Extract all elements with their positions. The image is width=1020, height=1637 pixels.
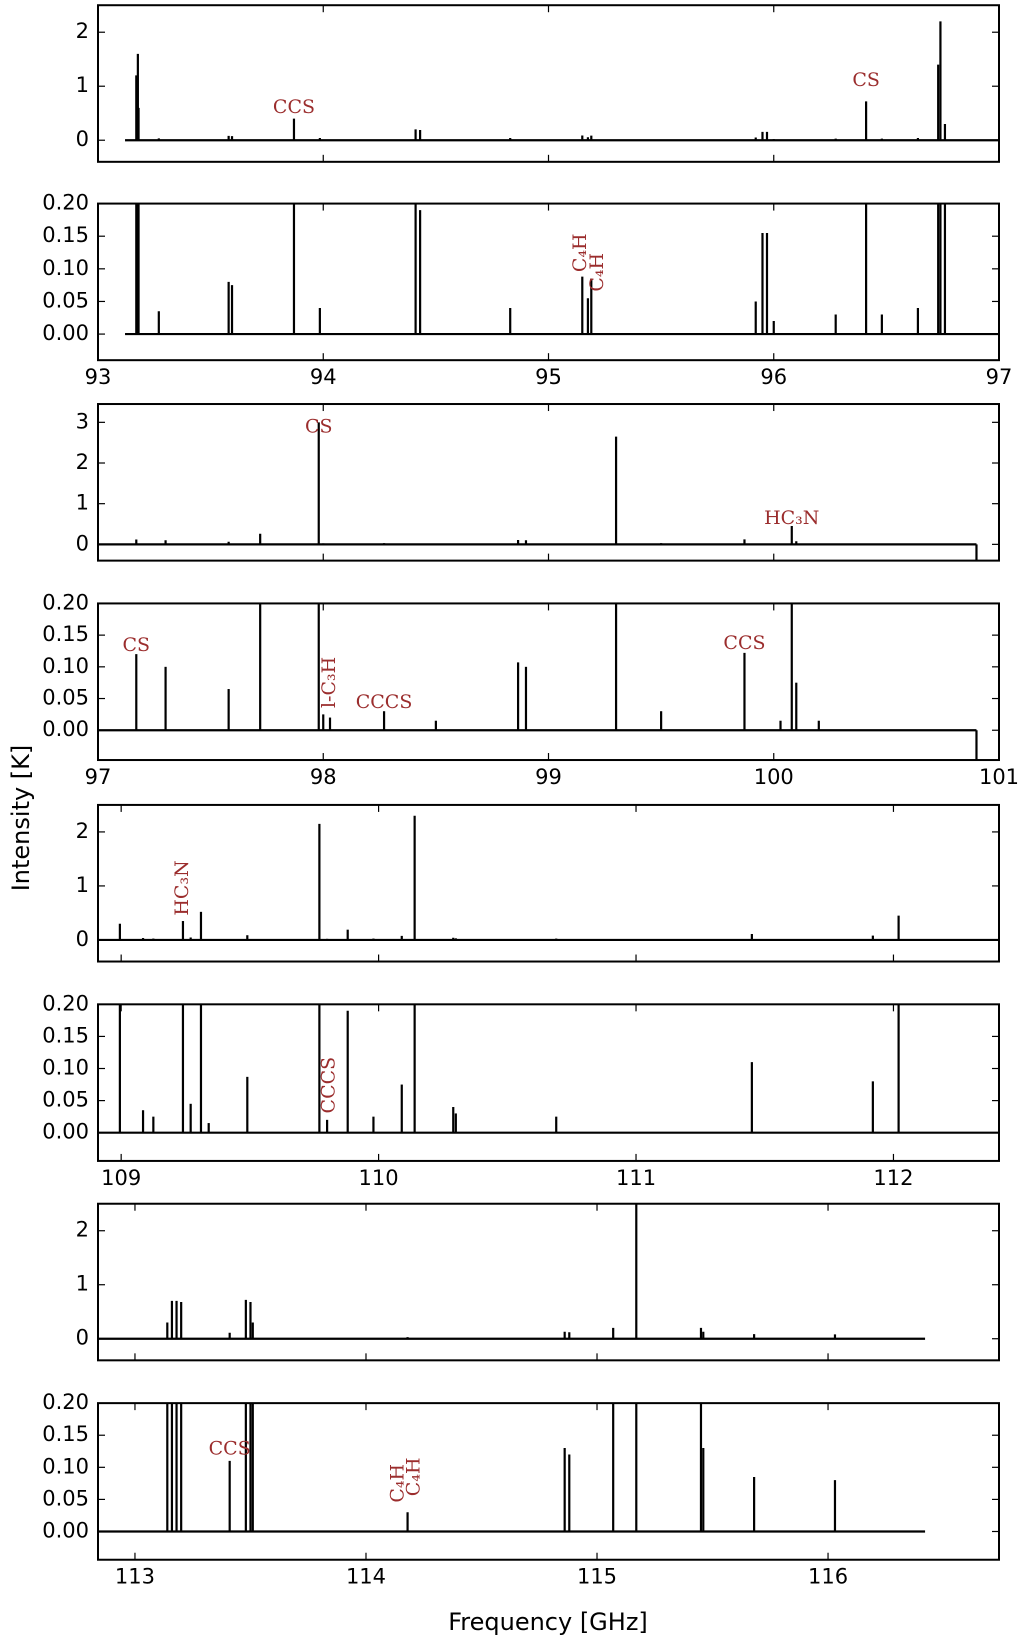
y-tick-label: 0.15 <box>42 622 89 646</box>
y-tick-label: 0 <box>76 927 89 951</box>
annotation: CS <box>305 416 333 438</box>
y-tick-label: 0.20 <box>42 1390 89 1414</box>
annotation: C₄H <box>386 1464 408 1503</box>
annotation: C₄H <box>403 1457 425 1496</box>
axes-frame <box>97 1402 1000 1561</box>
y-tick-label: 1 <box>76 1272 89 1296</box>
y-tick-label: 0.10 <box>42 256 89 280</box>
x-tick-label: 110 <box>359 1166 399 1190</box>
y-tick-label: 0.15 <box>42 1023 89 1047</box>
x-tick-label: 114 <box>346 1565 386 1589</box>
y-tick-label: 0.15 <box>42 1422 89 1446</box>
y-tick-label: 0.10 <box>42 654 89 678</box>
y-tick-label: 0.10 <box>42 1454 89 1478</box>
y-axis-label: Intensity [K] <box>7 745 35 892</box>
plot-area <box>125 203 999 336</box>
panel: 0.00 0.05 0.10 0.15 0.20 97 98 99 100 101 CS l-C₃H C… <box>42 590 1019 789</box>
axes-frame <box>97 4 1000 163</box>
plot-area <box>98 422 978 561</box>
y-tick-label: 0 <box>76 531 89 555</box>
y-tick-label: 0.05 <box>42 686 89 710</box>
panel: 0 1 2 3 CS HC₃N <box>76 403 1000 562</box>
panel: 0 1 2 <box>76 1202 1000 1362</box>
annotation: HC₃N <box>171 860 193 915</box>
x-tick-label: 94 <box>310 365 337 389</box>
x-tick-label: 97 <box>986 365 1013 389</box>
x-tick-label: 109 <box>101 1166 141 1190</box>
axes-frame <box>97 1202 1000 1362</box>
y-tick-label: 0.00 <box>42 1120 89 1144</box>
axes-frame <box>97 602 1000 762</box>
plot-area <box>98 815 999 942</box>
y-tick-label: 2 <box>76 450 89 474</box>
y-tick-label: 2 <box>76 1218 89 1242</box>
axes-frame <box>97 202 1000 362</box>
annotation: CCCS <box>356 691 413 713</box>
annotation: C₄H <box>569 233 591 272</box>
y-tick-label: 1 <box>76 873 89 897</box>
y-tick-label: 0.00 <box>42 321 89 345</box>
plot-area <box>98 1004 999 1134</box>
y-tick-label: 1 <box>76 73 89 97</box>
x-tick-label: 112 <box>873 1166 913 1190</box>
annotation: C₄H <box>586 253 608 292</box>
x-tick-label: 93 <box>85 365 112 389</box>
axes-frame <box>97 403 1000 562</box>
y-tick-label: 0.20 <box>42 590 89 614</box>
y-tick-label: 0.15 <box>42 223 89 247</box>
annotation: CCS <box>723 632 765 654</box>
plot-area <box>125 21 999 142</box>
y-tick-label: 0 <box>76 1326 89 1350</box>
y-tick-label: 0.10 <box>42 1056 89 1080</box>
x-tick-label: 111 <box>616 1166 656 1190</box>
plot-area <box>98 603 978 761</box>
annotation: l-C₃H <box>318 657 340 708</box>
x-tick-label: 101 <box>979 765 1019 789</box>
panel: 0.00 0.05 0.10 0.15 0.20 109 110 111 112 CCCS <box>42 991 1000 1190</box>
annotation: CCS <box>273 96 315 118</box>
x-tick-label: 96 <box>760 365 787 389</box>
y-tick-label: 0.00 <box>42 717 89 741</box>
annotation: CS <box>123 634 151 656</box>
y-tick-label: 3 <box>76 409 89 433</box>
annotation: HC₃N <box>764 507 819 529</box>
y-tick-label: 0.20 <box>42 991 89 1015</box>
annotation: CS <box>852 69 880 91</box>
y-tick-label: 0 <box>76 127 89 151</box>
panel: 0 1 2 CCS CS <box>76 4 1000 163</box>
y-tick-label: 0.05 <box>42 288 89 312</box>
axes-frame <box>97 803 1000 963</box>
panel: 0.00 0.05 0.10 0.15 0.20 113 114 115 116 CCS C₄HC₄… <box>42 1390 1000 1589</box>
y-tick-label: 0.20 <box>42 191 89 215</box>
x-tick-label: 97 <box>85 765 112 789</box>
x-tick-label: 95 <box>535 365 562 389</box>
plot-area <box>98 1203 926 1340</box>
x-tick-label: 113 <box>115 1565 155 1589</box>
x-tick-label: 116 <box>808 1565 848 1589</box>
axes-frame <box>97 1003 1000 1162</box>
panel: 0 1 2 HC₃N <box>76 803 1000 963</box>
plot-area <box>98 1403 926 1533</box>
y-tick-label: 0.05 <box>42 1088 89 1112</box>
annotation: CCS <box>209 1437 251 1459</box>
y-tick-label: 0.05 <box>42 1486 89 1510</box>
annotation: CCCS <box>318 1057 340 1114</box>
x-tick-label: 115 <box>577 1565 617 1589</box>
y-tick-label: 2 <box>76 819 89 843</box>
y-tick-label: 0.00 <box>42 1518 89 1542</box>
x-axis-label: Frequency [GHz] <box>448 1608 648 1636</box>
y-tick-label: 1 <box>76 491 89 515</box>
y-tick-label: 2 <box>76 19 89 43</box>
x-tick-label: 98 <box>310 765 337 789</box>
x-tick-label: 100 <box>754 765 794 789</box>
x-tick-label: 99 <box>535 765 562 789</box>
